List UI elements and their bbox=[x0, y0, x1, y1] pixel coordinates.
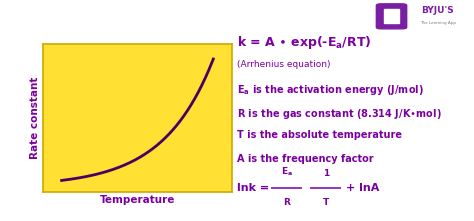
Text: R: R bbox=[283, 198, 290, 207]
Text: lnk =: lnk = bbox=[237, 183, 273, 193]
FancyBboxPatch shape bbox=[384, 9, 399, 23]
Text: k = A $\bullet$ exp(-E$_\mathregular{a}$/RT): k = A $\bullet$ exp(-E$_\mathregular{a}$… bbox=[237, 34, 372, 51]
Text: T is the absolute temperature: T is the absolute temperature bbox=[237, 130, 402, 140]
Text: The Learning App: The Learning App bbox=[420, 21, 456, 25]
Text: R is the gas constant (8.314 J/K$\bullet$mol): R is the gas constant (8.314 J/K$\bullet… bbox=[237, 107, 442, 121]
FancyBboxPatch shape bbox=[376, 4, 407, 29]
Text: E$_\mathregular{a}$: E$_\mathregular{a}$ bbox=[281, 166, 293, 178]
Text: E$_\mathregular{a}$ is the activation energy (J/mol): E$_\mathregular{a}$ is the activation en… bbox=[237, 83, 424, 97]
Text: A is the frequency factor: A is the frequency factor bbox=[237, 154, 374, 164]
Text: TEMPERATURE DEPENDENCE OF THE RATE CONSTANT: TEMPERATURE DEPENDENCE OF THE RATE CONST… bbox=[9, 11, 352, 21]
Text: + lnA: + lnA bbox=[346, 183, 379, 193]
Text: T: T bbox=[323, 198, 329, 207]
Text: (Arrhenius equation): (Arrhenius equation) bbox=[237, 59, 330, 69]
Y-axis label: Rate constant: Rate constant bbox=[30, 77, 40, 159]
Text: 1: 1 bbox=[323, 169, 329, 178]
Text: BYJU'S: BYJU'S bbox=[421, 6, 455, 15]
X-axis label: Temperature: Temperature bbox=[100, 195, 175, 205]
